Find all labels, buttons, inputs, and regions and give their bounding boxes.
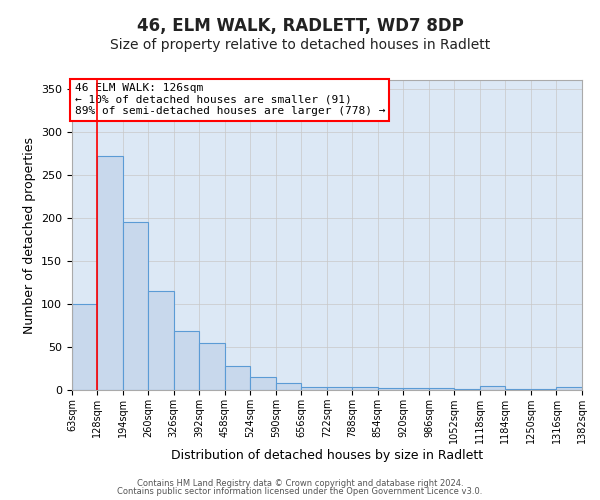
Y-axis label: Number of detached properties: Number of detached properties — [23, 136, 35, 334]
Bar — [327, 386, 352, 390]
Text: Contains public sector information licensed under the Open Government Licence v3: Contains public sector information licen… — [118, 487, 482, 496]
Bar — [97, 156, 122, 390]
Bar — [454, 389, 480, 390]
Text: 46, ELM WALK, RADLETT, WD7 8DP: 46, ELM WALK, RADLETT, WD7 8DP — [137, 18, 463, 36]
Bar — [72, 304, 97, 390]
Text: Contains HM Land Registry data © Crown copyright and database right 2024.: Contains HM Land Registry data © Crown c… — [137, 478, 463, 488]
Bar — [403, 388, 429, 390]
X-axis label: Distribution of detached houses by size in Radlett: Distribution of detached houses by size … — [171, 448, 483, 462]
Bar — [352, 388, 378, 390]
Bar — [556, 386, 582, 390]
Bar — [225, 366, 250, 390]
Bar — [122, 222, 148, 390]
Text: Size of property relative to detached houses in Radlett: Size of property relative to detached ho… — [110, 38, 490, 52]
Bar — [429, 388, 454, 390]
Bar — [199, 342, 225, 390]
Bar — [480, 386, 505, 390]
Bar — [148, 291, 173, 390]
Bar — [173, 332, 199, 390]
Bar — [505, 389, 531, 390]
Bar — [276, 383, 301, 390]
Bar — [531, 389, 556, 390]
Bar — [378, 388, 403, 390]
Text: 46 ELM WALK: 126sqm
← 10% of detached houses are smaller (91)
89% of semi-detach: 46 ELM WALK: 126sqm ← 10% of detached ho… — [74, 83, 385, 116]
Bar — [301, 388, 327, 390]
Bar — [250, 377, 276, 390]
